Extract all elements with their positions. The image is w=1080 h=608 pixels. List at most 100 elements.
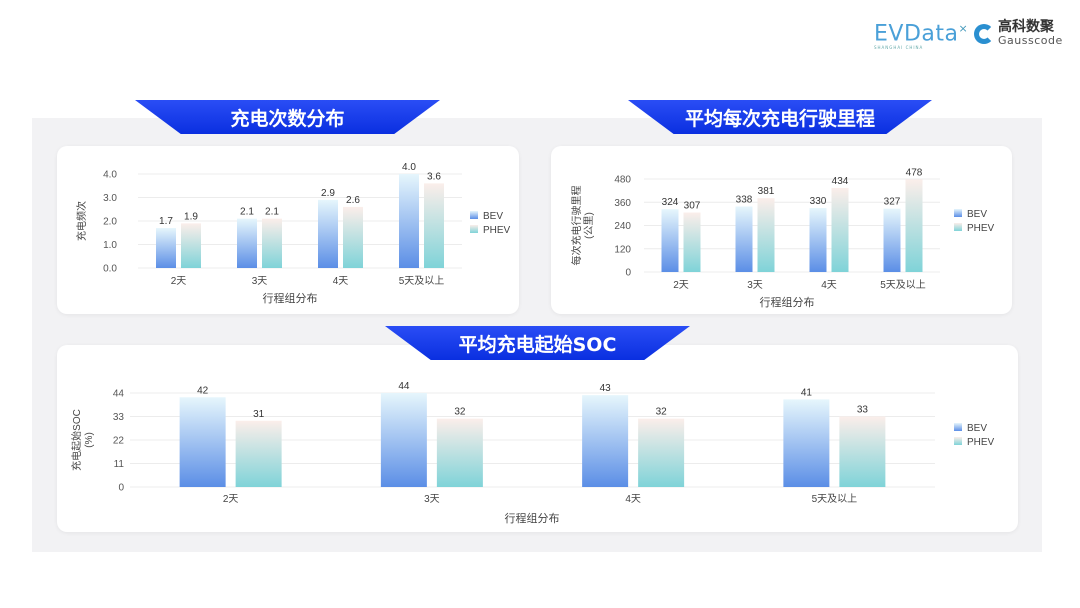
banner-charge-frequency: 充电次数分布 xyxy=(135,100,440,134)
y-tick-label: 360 xyxy=(614,198,631,209)
data-label: 42 xyxy=(197,385,209,396)
data-label: 330 xyxy=(810,196,827,207)
x-tick-label: 5天及以上 xyxy=(880,279,926,291)
data-label: 2.1 xyxy=(265,207,279,218)
y-tick-label: 1.0 xyxy=(103,240,117,251)
bar-phev xyxy=(839,416,886,487)
y-tick-label: 120 xyxy=(614,244,631,255)
legend-swatch-bev xyxy=(470,211,478,219)
y-axis-title: 充电频次 xyxy=(75,201,88,241)
x-tick-label: 5天及以上 xyxy=(812,493,858,505)
gausscode-logo-cn: 高科数聚 xyxy=(998,19,1054,35)
y-tick-label: 0.0 xyxy=(103,264,117,275)
bar-bev xyxy=(661,209,679,272)
y-tick-label: 4.0 xyxy=(103,170,117,181)
x-tick-label: 3天 xyxy=(747,280,763,291)
banner-mileage: 平均每次充电行驶里程 xyxy=(628,100,932,134)
bar-phev xyxy=(436,418,483,487)
data-label: 2.6 xyxy=(346,195,360,206)
y-tick-label: 3.0 xyxy=(103,193,117,204)
gausscode-logo-icon xyxy=(974,23,994,44)
data-label: 4.0 xyxy=(402,162,416,173)
y-axis-title-unit: (%) xyxy=(84,432,95,448)
x-tick-label: 4天 xyxy=(333,276,349,287)
bar-bev xyxy=(318,199,338,268)
chart-card-mileage xyxy=(551,146,1012,314)
evdata-logo-text: EVData xyxy=(874,21,959,47)
y-tick-label: 480 xyxy=(614,175,631,186)
y-tick-label: 33 xyxy=(113,412,125,423)
data-label: 381 xyxy=(758,186,775,197)
bar-bev xyxy=(179,397,226,487)
y-axis-title-unit: (公里) xyxy=(583,212,595,239)
x-tick-label: 3天 xyxy=(424,494,440,505)
banner-soc: 平均充电起始SOC xyxy=(385,326,690,360)
legend-label-phev: PHEV xyxy=(967,223,995,234)
legend-label-phev: PHEV xyxy=(483,225,511,236)
bar-phev xyxy=(905,179,923,272)
data-label: 478 xyxy=(906,167,923,178)
x-tick-label: 4天 xyxy=(625,494,641,505)
y-tick-label: 11 xyxy=(114,459,125,470)
data-label: 2.1 xyxy=(240,207,254,218)
x-tick-label: 2天 xyxy=(171,276,187,287)
data-label: 327 xyxy=(884,197,901,208)
bar-phev xyxy=(235,420,282,487)
legend-swatch-bev xyxy=(954,209,962,217)
y-tick-label: 44 xyxy=(113,389,125,400)
bar-bev xyxy=(735,206,753,272)
legend-swatch-phev xyxy=(954,437,962,445)
data-label: 44 xyxy=(398,381,410,392)
y-tick-label: 0 xyxy=(118,483,124,494)
legend-label-phev: PHEV xyxy=(967,437,995,448)
x-tick-label: 4天 xyxy=(821,280,837,291)
legend-label-bev: BEV xyxy=(967,209,987,220)
x-axis-title: 行程组分布 xyxy=(760,295,815,309)
bar-phev xyxy=(262,218,282,268)
bar-bev xyxy=(237,218,257,268)
evdata-logo: EVData× SHANGHAI CHINA xyxy=(874,21,969,51)
legend-swatch-phev xyxy=(954,223,962,231)
bar-phev xyxy=(181,223,201,268)
y-tick-label: 240 xyxy=(614,221,631,232)
y-tick-label: 0 xyxy=(625,268,631,279)
data-label: 33 xyxy=(857,405,869,416)
bar-bev xyxy=(582,395,629,487)
data-label: 307 xyxy=(684,201,701,212)
data-label: 434 xyxy=(832,176,849,187)
data-label: 324 xyxy=(662,197,679,208)
data-label: 3.6 xyxy=(427,171,441,182)
data-label: 1.7 xyxy=(159,216,173,227)
bar-bev xyxy=(883,208,901,272)
bar-phev xyxy=(424,183,444,268)
bar-phev xyxy=(638,418,685,487)
data-label: 1.9 xyxy=(184,211,198,222)
legend-label-bev: BEV xyxy=(483,211,503,222)
legend-label-bev: BEV xyxy=(967,423,987,434)
x-axis-title: 行程组分布 xyxy=(263,291,318,305)
legend-swatch-phev xyxy=(470,225,478,233)
data-label: 31 xyxy=(253,409,265,420)
bar-phev xyxy=(831,187,849,272)
x-tick-label: 2天 xyxy=(673,280,689,291)
evdata-logo-sub: SHANGHAI CHINA xyxy=(874,45,924,51)
x-tick-label: 5天及以上 xyxy=(399,275,445,287)
data-label: 43 xyxy=(600,383,612,394)
y-axis-title: 充电起始SOC xyxy=(70,409,83,471)
data-label: 338 xyxy=(736,195,753,206)
data-label: 32 xyxy=(454,407,466,418)
data-label: 2.9 xyxy=(321,188,335,199)
chart-title: 充电次数分布 xyxy=(230,107,345,130)
bar-bev xyxy=(783,399,830,487)
x-axis-title: 行程组分布 xyxy=(505,511,560,525)
gausscode-logo: 高科数聚 Gausscode xyxy=(974,20,1063,47)
bar-phev xyxy=(683,212,701,272)
y-axis-title: 每次充电行驶里程 xyxy=(570,186,583,266)
chart-title: 平均每次充电行驶里程 xyxy=(684,107,875,130)
data-label: 41 xyxy=(801,387,813,398)
bar-phev xyxy=(343,206,363,268)
bar-bev xyxy=(156,228,176,268)
chart-title: 平均充电起始SOC xyxy=(458,333,617,356)
legend-swatch-bev xyxy=(954,423,962,431)
